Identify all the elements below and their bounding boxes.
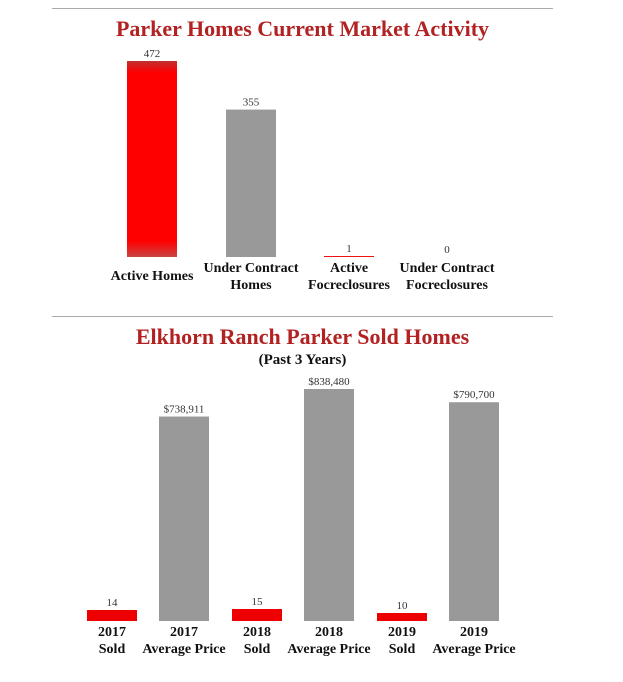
chart2-subtitle: (Past 3 Years): [258, 352, 347, 368]
chart2-category-label-3-line-1: 2018: [243, 625, 271, 640]
chart2-bar-1: [87, 610, 137, 621]
chart2-category-label-4-line-2: Average Price: [287, 642, 370, 657]
chart1-value-label-3: 1: [346, 243, 352, 255]
chart2-category-label-6-line-2: Average Price: [432, 642, 515, 657]
sold-homes-chart: 14 2017 Sold $738,911 2017 Average Price 15 201…: [87, 376, 516, 657]
chart2-category-label-1-line-1: 2017: [98, 625, 126, 640]
chart2-bar-4: [304, 389, 354, 621]
chart2-value-label-2: $738,911: [164, 404, 205, 416]
middle-divider: [52, 316, 553, 317]
chart1-category-label-1-line-1: Active Homes: [111, 269, 194, 284]
chart2-category-label-3-line-2: Sold: [244, 642, 271, 657]
chart1-bar-3: [324, 256, 374, 257]
chart2-category-label-6-line-1: 2019: [460, 625, 488, 640]
chart2-bar-3: [232, 609, 282, 621]
chart2-category-label-5-line-2: Sold: [389, 642, 416, 657]
chart2-value-label-3: 15: [252, 596, 264, 608]
chart1-category-label-4-line-1: Under Contract: [399, 261, 494, 276]
chart2-category-label-2-line-2: Average Price: [142, 642, 225, 657]
chart2-category-label-5-line-1: 2019: [388, 625, 416, 640]
chart2-bar-2: [159, 416, 209, 621]
chart2-value-label-1: 14: [107, 597, 119, 609]
chart1-value-label-2: 355: [243, 97, 260, 109]
chart2-category-label-4-line-1: 2018: [315, 625, 343, 640]
chart2-bar-5: [377, 613, 427, 621]
chart1-value-label-1: 472: [144, 48, 161, 60]
chart2-value-label-4: $838,480: [308, 376, 350, 388]
chart2-category-label-1-line-2: Sold: [99, 642, 126, 657]
chart1-bar-2: [226, 109, 276, 257]
chart1-category-label-2-line-2: Homes: [230, 278, 272, 293]
chart2-title: Elkhorn Ranch Parker Sold Homes: [135, 324, 470, 349]
chart1-category-label-4-line-2: Focreclosures: [406, 278, 488, 293]
chart1-category-label-2-line-1: Under Contract: [203, 261, 298, 276]
chart1-value-label-4: 0: [444, 244, 450, 256]
chart2-category-label-2-line-1: 2017: [170, 625, 198, 640]
chart1-category-label-3-line-1: Active: [330, 261, 368, 276]
chart2-value-label-6: $790,700: [453, 389, 495, 401]
market-activity-chart: 472 Active Homes 355 Under Contract Homes 1 Ac…: [111, 48, 495, 293]
chart2-value-label-5: 10: [397, 600, 409, 612]
chart1-category-label-3-line-2: Focreclosures: [308, 278, 390, 293]
chart1-bar-1: [127, 61, 177, 257]
chart1-title: Parker Homes Current Market Activity: [115, 16, 490, 41]
chart2-bar-6: [449, 402, 499, 621]
top-divider: [52, 8, 553, 9]
